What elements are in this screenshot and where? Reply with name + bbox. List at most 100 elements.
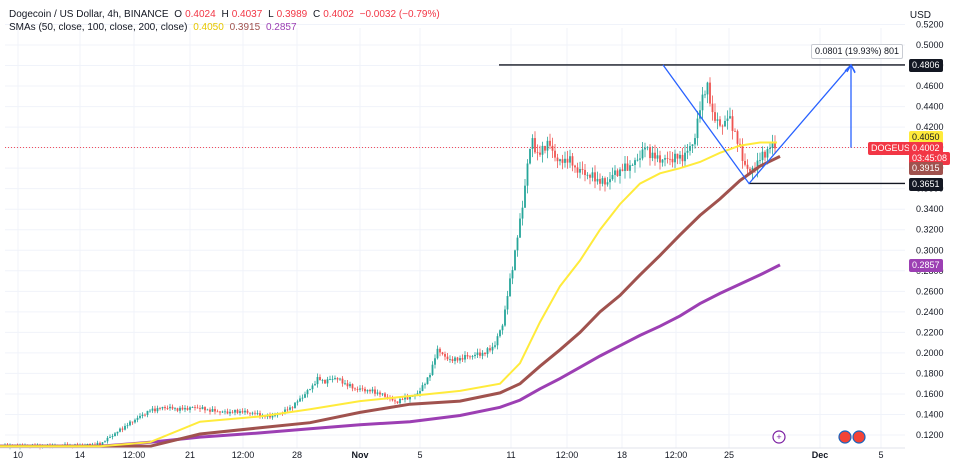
pattern-drawing[interactable]: [662, 63, 856, 185]
time-tick-label: Dec: [812, 450, 829, 460]
candle-body: [626, 163, 629, 171]
currency-label[interactable]: USD: [909, 10, 931, 21]
time-axis[interactable]: 10 14 12:00 21 12:00 28 Nov 5 11 12:00 18 12:00 25 De…: [0, 447, 905, 460]
candle-body: [601, 178, 604, 184]
open-value: 0.4024: [185, 9, 216, 20]
candle-body: [541, 145, 544, 155]
candle-body: [709, 82, 711, 104]
candle-body: [121, 428, 124, 430]
candle-body: [659, 155, 661, 163]
candle-body: [174, 408, 176, 410]
price-tick-label: 0.1800: [916, 368, 944, 378]
sma100-value: 0.3915: [229, 22, 261, 33]
candle-body: [106, 437, 109, 442]
time-tick-label: 12:00: [556, 450, 579, 460]
candle-body: [621, 169, 624, 171]
candle-body: [741, 145, 744, 161]
time-tick-label: 12:00: [123, 450, 146, 460]
candle-body: [239, 411, 241, 413]
candle-body: [251, 412, 254, 414]
candle-body: [514, 250, 516, 271]
price-tick-label: 0.2000: [916, 348, 944, 358]
measure-arrow-head: [846, 63, 856, 73]
candle-body: [594, 172, 596, 182]
time-tick-label: 5: [878, 450, 883, 460]
candle-body: [166, 408, 169, 409]
countdown-tag: 03:45:08: [909, 152, 951, 165]
candle-body: [271, 415, 274, 418]
candle-body: [399, 398, 401, 404]
candle-body: [494, 345, 496, 347]
candle-body: [114, 433, 116, 437]
candle-body: [134, 419, 136, 423]
candle-body: [304, 394, 306, 398]
price-axis[interactable]: 0.1200 0.1400 0.1600 0.1800 0.2000 0.2200 0.24…: [916, 19, 944, 440]
candle-body: [716, 119, 719, 121]
legend-symbol-row[interactable]: Dogecoin / US Dollar, 4h, BINANCE O 0.402…: [9, 9, 443, 20]
candle-body: [341, 378, 344, 384]
candle-body: [171, 406, 174, 409]
candle-body: [209, 409, 211, 412]
time-tick-label: 5: [417, 450, 422, 460]
flag-event-icon[interactable]: [838, 430, 852, 444]
candle-body: [629, 165, 631, 171]
candle-body: [641, 149, 644, 159]
candle-body: [431, 364, 434, 375]
candle-body: [284, 409, 286, 414]
candle-body: [236, 409, 239, 413]
flag-event-icon[interactable]: [852, 430, 866, 444]
candle-body: [346, 383, 349, 387]
candle-body: [669, 158, 671, 160]
sma-indicator-label[interactable]: SMAs (50, close, 100, close, 200, close): [9, 22, 188, 33]
candle-body: [204, 407, 206, 411]
v-pattern-line[interactable]: [662, 64, 852, 185]
horizontal-levels[interactable]: [5, 64, 905, 185]
candle-body: [479, 352, 481, 356]
candle-body: [381, 393, 384, 395]
candle-body: [549, 140, 551, 146]
candle-body: [499, 330, 501, 337]
candle-body: [644, 147, 646, 150]
candle-body: [194, 407, 196, 408]
candle-body: [706, 82, 709, 95]
candle-body: [704, 94, 706, 96]
candle-body: [519, 218, 521, 238]
candle-body: [246, 410, 249, 413]
candle-body: [104, 441, 106, 443]
candle-body: [406, 396, 409, 400]
candle-body: [719, 119, 721, 126]
candle-body: [96, 442, 99, 446]
candle-body: [531, 138, 534, 149]
candle-body: [556, 157, 559, 162]
candle-body: [331, 379, 334, 380]
symbol-tag: DOGEUSD: [868, 142, 920, 155]
candle-body: [474, 354, 476, 357]
candle-body: [184, 408, 186, 410]
candle-body: [329, 379, 331, 380]
candle-body: [589, 174, 591, 178]
candle-body: [636, 159, 639, 161]
bottom-icons[interactable]: +: [772, 430, 866, 444]
current-price-tag: 0.4002: [909, 142, 943, 155]
candle-body: [634, 160, 636, 165]
candle-body: [599, 178, 601, 184]
symbol-title[interactable]: Dogecoin / US Dollar, 4h, BINANCE: [9, 9, 169, 20]
candle-body: [424, 384, 426, 386]
candle-body: [744, 160, 746, 165]
sma50-value: 0.4050: [193, 22, 224, 33]
candle-body: [616, 170, 619, 176]
plus-event-icon[interactable]: [772, 430, 786, 444]
candle-body: [109, 436, 111, 438]
candle-body: [136, 417, 139, 420]
candle-body: [491, 346, 494, 351]
candle-body: [769, 147, 771, 150]
candle-body: [576, 167, 579, 173]
candle-body: [154, 408, 156, 412]
candle-body: [581, 168, 584, 170]
legend-sma-row[interactable]: SMAs (50, close, 100, close, 200, close)…: [9, 22, 300, 33]
candle-body: [311, 385, 314, 390]
candle-body: [244, 410, 246, 413]
candle-body: [471, 356, 474, 357]
candle-body: [764, 151, 766, 158]
